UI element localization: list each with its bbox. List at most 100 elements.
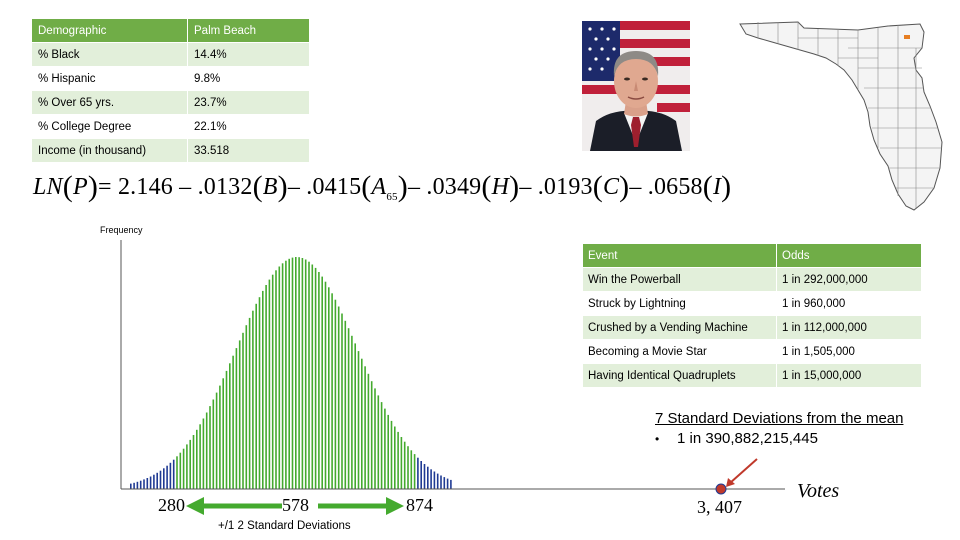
- pointer-arrow: [726, 458, 758, 487]
- histogram-bar: [229, 363, 231, 489]
- histogram-bar: [232, 355, 234, 489]
- row-value: 22.1%: [187, 114, 310, 139]
- histogram-bar: [271, 274, 274, 489]
- histogram-bar: [377, 395, 380, 489]
- histogram-bar: [268, 279, 271, 489]
- histogram-bar: [248, 317, 251, 489]
- histogram-bar: [225, 370, 228, 489]
- histogram-bar: [153, 474, 155, 489]
- florida-outline: [739, 21, 943, 211]
- range-arrow-left: [186, 497, 282, 515]
- table-header-row: Event Odds: [582, 243, 922, 268]
- histogram-bar: [324, 281, 327, 489]
- histogram-bar: [215, 392, 218, 489]
- histogram-bar: [357, 351, 360, 489]
- table-row: Becoming a Movie Star 1 in 1,505,000: [582, 339, 922, 364]
- histogram-bar: [328, 287, 330, 489]
- florida-map: [738, 18, 944, 214]
- eq-var-b: B: [262, 174, 278, 200]
- histogram-bar: [252, 310, 254, 489]
- histogram-bar: [446, 478, 449, 489]
- histogram-bar: [265, 285, 267, 489]
- histogram-bar: [202, 418, 205, 489]
- row-value: 14.4%: [187, 42, 310, 67]
- row-value: 23.7%: [187, 90, 310, 115]
- histogram-bar: [199, 424, 201, 489]
- marked-value-label: 3, 407: [697, 497, 742, 517]
- histogram-bar: [258, 297, 261, 489]
- histogram-bar: [351, 335, 353, 489]
- std-dev-bullet: • 1 in 390,882,215,445: [655, 430, 903, 447]
- std-dev-note: 7 Standard Deviations from the mean • 1 i…: [655, 410, 903, 447]
- histogram-bar: [285, 260, 287, 489]
- histogram-bar: [394, 426, 396, 489]
- odds-value: 1 in 1,505,000: [776, 339, 922, 364]
- histogram-bar: [235, 348, 238, 489]
- row-value: 33.518: [187, 138, 310, 163]
- histogram-bar: [427, 466, 429, 489]
- histogram-bar: [209, 406, 211, 489]
- histogram-bar: [433, 471, 436, 489]
- header-odds: Odds: [776, 243, 922, 268]
- histogram-bar: [334, 299, 337, 489]
- histogram-bar: [347, 328, 350, 489]
- table-row: Income (in thousand) 33.518: [31, 138, 310, 163]
- histogram-bar: [318, 272, 320, 489]
- histogram-bar: [301, 258, 304, 489]
- histogram-bar: [295, 257, 297, 489]
- histogram-bar: [176, 456, 178, 489]
- table-row: Win the Powerball 1 in 292,000,000: [582, 267, 922, 292]
- histogram-bar: [298, 257, 300, 489]
- histogram-bar: [364, 366, 366, 489]
- histogram-bar: [443, 477, 446, 489]
- eq-var-c: C: [602, 174, 620, 200]
- histogram-bar: [182, 448, 185, 489]
- histogram-bar: [159, 470, 162, 489]
- histogram-bar: [133, 482, 135, 489]
- histogram-bar: [245, 325, 248, 489]
- histogram-bar: [331, 293, 333, 489]
- histogram-bar: [304, 259, 307, 489]
- histogram-bar: [222, 378, 224, 489]
- histogram-bar: [219, 385, 221, 489]
- histogram-bar: [166, 465, 168, 489]
- histogram-bar: [163, 468, 165, 489]
- regression-equation: LN(P)= 2.146 – .0132(B)– .0415(A65)– .03…: [33, 170, 732, 203]
- odds-value: 1 in 960,000: [776, 291, 922, 316]
- header-palm-beach: Palm Beach: [187, 18, 310, 43]
- std-dev-odds: 1 in 390,882,215,445: [677, 430, 818, 447]
- odds-table: Event Odds Win the Powerball 1 in 292,000…: [582, 243, 922, 388]
- histogram-bar: [242, 332, 244, 489]
- histogram-bar: [314, 267, 317, 489]
- table-row: % College Degree 22.1%: [31, 114, 310, 139]
- eq-coef-4: – .0193: [519, 174, 593, 200]
- histogram-bar: [291, 257, 294, 489]
- row-value: 9.8%: [187, 66, 310, 91]
- row-label: Income (in thousand): [31, 138, 188, 163]
- histogram-bar: [367, 373, 370, 489]
- odds-value: 1 in 15,000,000: [776, 363, 922, 388]
- table-row: Crushed by a Vending Machine 1 in 112,000…: [582, 315, 922, 340]
- portrait-photo: [582, 21, 690, 151]
- histogram-bar: [420, 461, 422, 489]
- eq-var-a: A: [371, 174, 387, 200]
- row-label: % Over 65 yrs.: [31, 90, 188, 115]
- row-label: % Black: [31, 42, 188, 67]
- histogram-bar: [384, 408, 386, 489]
- histogram-bar: [380, 402, 383, 489]
- header-event: Event: [582, 243, 777, 268]
- histogram-bar: [143, 479, 145, 489]
- histogram-bar: [156, 472, 158, 489]
- histogram-bar: [407, 446, 409, 489]
- histogram-bar: [189, 439, 191, 489]
- histogram-bar: [179, 452, 182, 489]
- event-label: Struck by Lightning: [582, 291, 777, 316]
- histogram-bar: [374, 388, 376, 489]
- table-row: % Over 65 yrs. 23.7%: [31, 90, 310, 115]
- eq-var-i: I: [712, 174, 722, 200]
- histogram-bar: [344, 320, 347, 489]
- histogram-bar: [423, 464, 426, 489]
- histogram-bar: [196, 429, 198, 489]
- row-label: % Hispanic: [31, 66, 188, 91]
- histogram-bar: [370, 381, 373, 489]
